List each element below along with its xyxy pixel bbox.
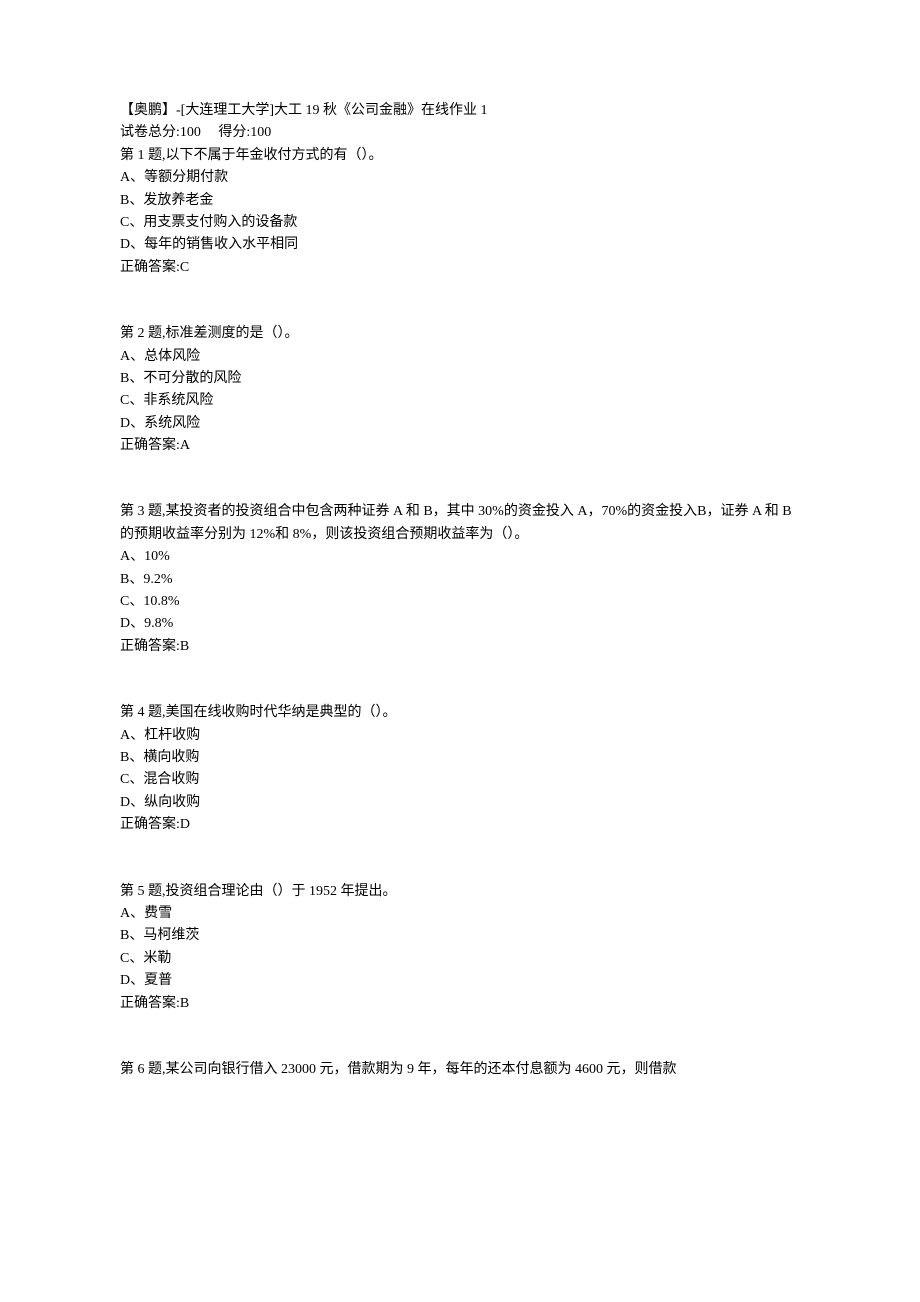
question-option: A、等额分期付款 [120,167,800,189]
question-5: 第 5 题,投资组合理论由（）于 1952 年提出。 A、费雪 B、马柯维茨 C… [120,881,800,1015]
question-2: 第 2 题,标准差测度的是（）。 A、总体风险 B、不可分散的风险 C、非系统风… [120,323,800,457]
question-option: C、用支票支付购入的设备款 [120,212,800,234]
question-option: B、横向收购 [120,747,800,769]
question-option: A、杠杆收购 [120,725,800,747]
question-prompt: 第 2 题,标准差测度的是（）。 [120,323,800,345]
question-prompt: 第 4 题,美国在线收购时代华纳是典型的（）。 [120,702,800,724]
question-option: D、9.8% [120,613,800,635]
question-answer: 正确答案:D [120,814,800,836]
score-line: 试卷总分:100 得分:100 [120,122,800,144]
question-1: 第 1 题,以下不属于年金收付方式的有（）。 A、等额分期付款 B、发放养老金 … [120,145,800,279]
question-option: B、发放养老金 [120,190,800,212]
question-option: A、费雪 [120,903,800,925]
question-prompt: 第 6 题,某公司向银行借入 23000 元，借款期为 9 年，每年的还本付息额… [120,1059,800,1081]
question-option: B、马柯维茨 [120,925,800,947]
question-answer: 正确答案:C [120,257,800,279]
question-option: B、9.2% [120,569,800,591]
question-prompt: 第 1 题,以下不属于年金收付方式的有（）。 [120,145,800,167]
question-option: C、10.8% [120,591,800,613]
document-title: 【奥鹏】-[大连理工大学]大工 19 秋《公司金融》在线作业 1 [120,100,800,122]
question-3: 第 3 题,某投资者的投资组合中包含两种证券 A 和 B，其中 30%的资金投入… [120,501,800,658]
question-4: 第 4 题,美国在线收购时代华纳是典型的（）。 A、杠杆收购 B、横向收购 C、… [120,702,800,836]
document-content: 【奥鹏】-[大连理工大学]大工 19 秋《公司金融》在线作业 1 试卷总分:10… [120,100,800,1081]
question-prompt: 第 3 题,某投资者的投资组合中包含两种证券 A 和 B，其中 30%的资金投入… [120,501,800,546]
question-option: C、混合收购 [120,769,800,791]
question-prompt: 第 5 题,投资组合理论由（）于 1952 年提出。 [120,881,800,903]
question-option: D、夏普 [120,970,800,992]
question-6: 第 6 题,某公司向银行借入 23000 元，借款期为 9 年，每年的还本付息额… [120,1059,800,1081]
question-option: A、总体风险 [120,346,800,368]
question-option: B、不可分散的风险 [120,368,800,390]
question-option: D、纵向收购 [120,792,800,814]
question-answer: 正确答案:B [120,636,800,658]
question-option: D、每年的销售收入水平相同 [120,234,800,256]
question-option: A、10% [120,546,800,568]
question-answer: 正确答案:A [120,435,800,457]
question-answer: 正确答案:B [120,993,800,1015]
question-option: C、米勒 [120,948,800,970]
question-option: C、非系统风险 [120,390,800,412]
document-header: 【奥鹏】-[大连理工大学]大工 19 秋《公司金融》在线作业 1 试卷总分:10… [120,100,800,145]
question-option: D、系统风险 [120,413,800,435]
